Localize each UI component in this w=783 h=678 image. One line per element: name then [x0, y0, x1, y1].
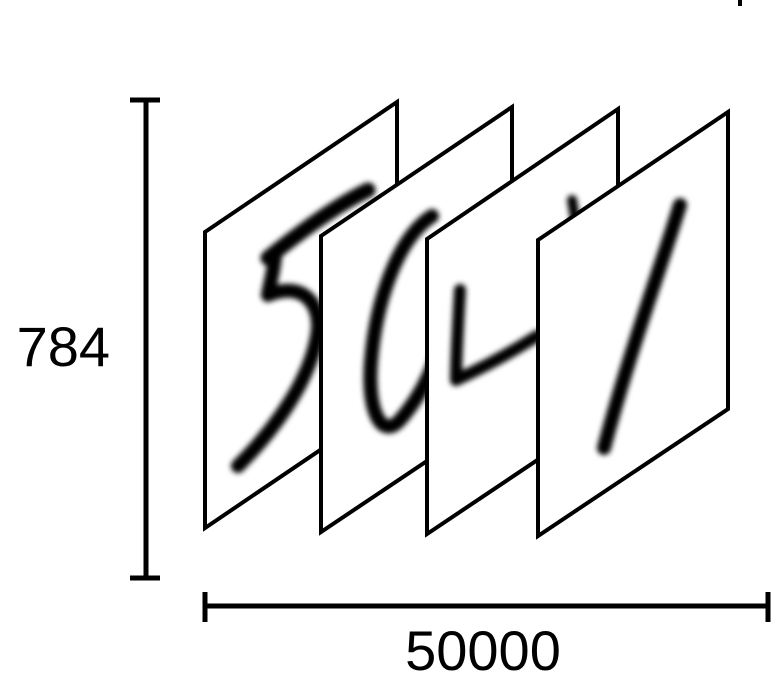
digit-card-1 — [536, 108, 730, 540]
height-label: 784 — [17, 315, 110, 378]
handwritten-digit-1 — [597, 198, 687, 455]
width-bracket — [202, 592, 771, 622]
height-bracket — [130, 97, 160, 581]
handwritten-digit-5 — [231, 182, 376, 473]
width-label: 50000 — [405, 619, 561, 678]
